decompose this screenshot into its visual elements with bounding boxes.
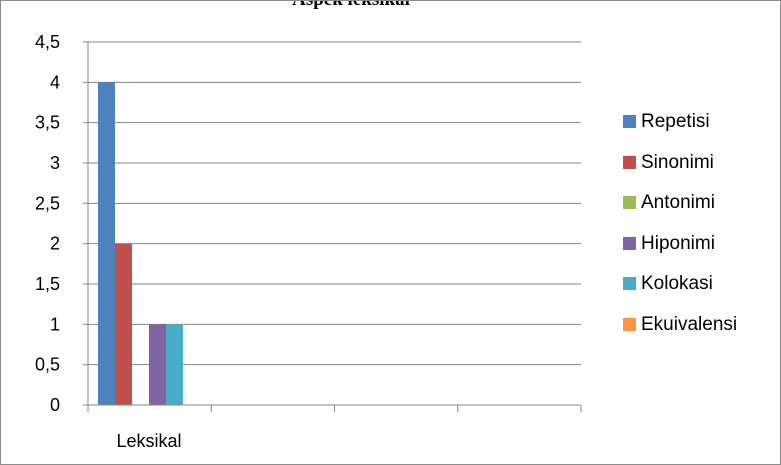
legend-swatch: [623, 318, 636, 331]
legend-label: Repetisi: [641, 111, 710, 132]
legend-label: Kolokasi: [641, 273, 713, 295]
y-tick-label: 3,5: [35, 113, 60, 133]
legend-swatch: [623, 236, 636, 250]
y-tick-label: 4: [50, 72, 60, 92]
legend-item-antonimi: Antonimi: [623, 192, 715, 214]
legend-item-repetisi: Repetisi: [623, 111, 710, 133]
y-tick-label: 1,5: [35, 274, 60, 294]
legend-item-ekuivalensi: Ekuivalensi: [623, 314, 737, 336]
legend-label: Antonimi: [641, 192, 715, 214]
x-category-label: Leksikal: [116, 431, 181, 451]
y-tick-label: 3: [50, 153, 60, 173]
y-tick-label: 2,5: [35, 193, 60, 213]
legend-label: Hiponimi: [641, 232, 715, 254]
bar-repetisi: [98, 82, 115, 405]
y-tick-label: 0,5: [35, 355, 60, 375]
legend-swatch: [623, 196, 636, 210]
legend-swatch: [623, 155, 636, 169]
bar-hiponimi: [149, 324, 166, 405]
bar-kolokasi: [166, 324, 183, 405]
legend-swatch: [623, 277, 636, 291]
legend-label: Sinonimi: [641, 151, 714, 173]
legend-item-kolokasi: Kolokasi: [623, 273, 713, 295]
y-tick-label: 2: [50, 234, 60, 254]
bar-sinonimi: [115, 243, 132, 405]
legend-swatch: [623, 115, 636, 128]
y-tick-label: 0: [50, 395, 60, 415]
legend-label: Ekuivalensi: [641, 314, 738, 335]
legend-item-sinonimi: Sinonimi: [623, 152, 714, 174]
chart-title: Aspek leksikal: [201, 1, 501, 11]
y-tick-label: 1: [50, 314, 60, 334]
legend-item-hiponimi: Hiponimi: [623, 233, 715, 255]
y-tick-label: 4,5: [35, 32, 60, 52]
